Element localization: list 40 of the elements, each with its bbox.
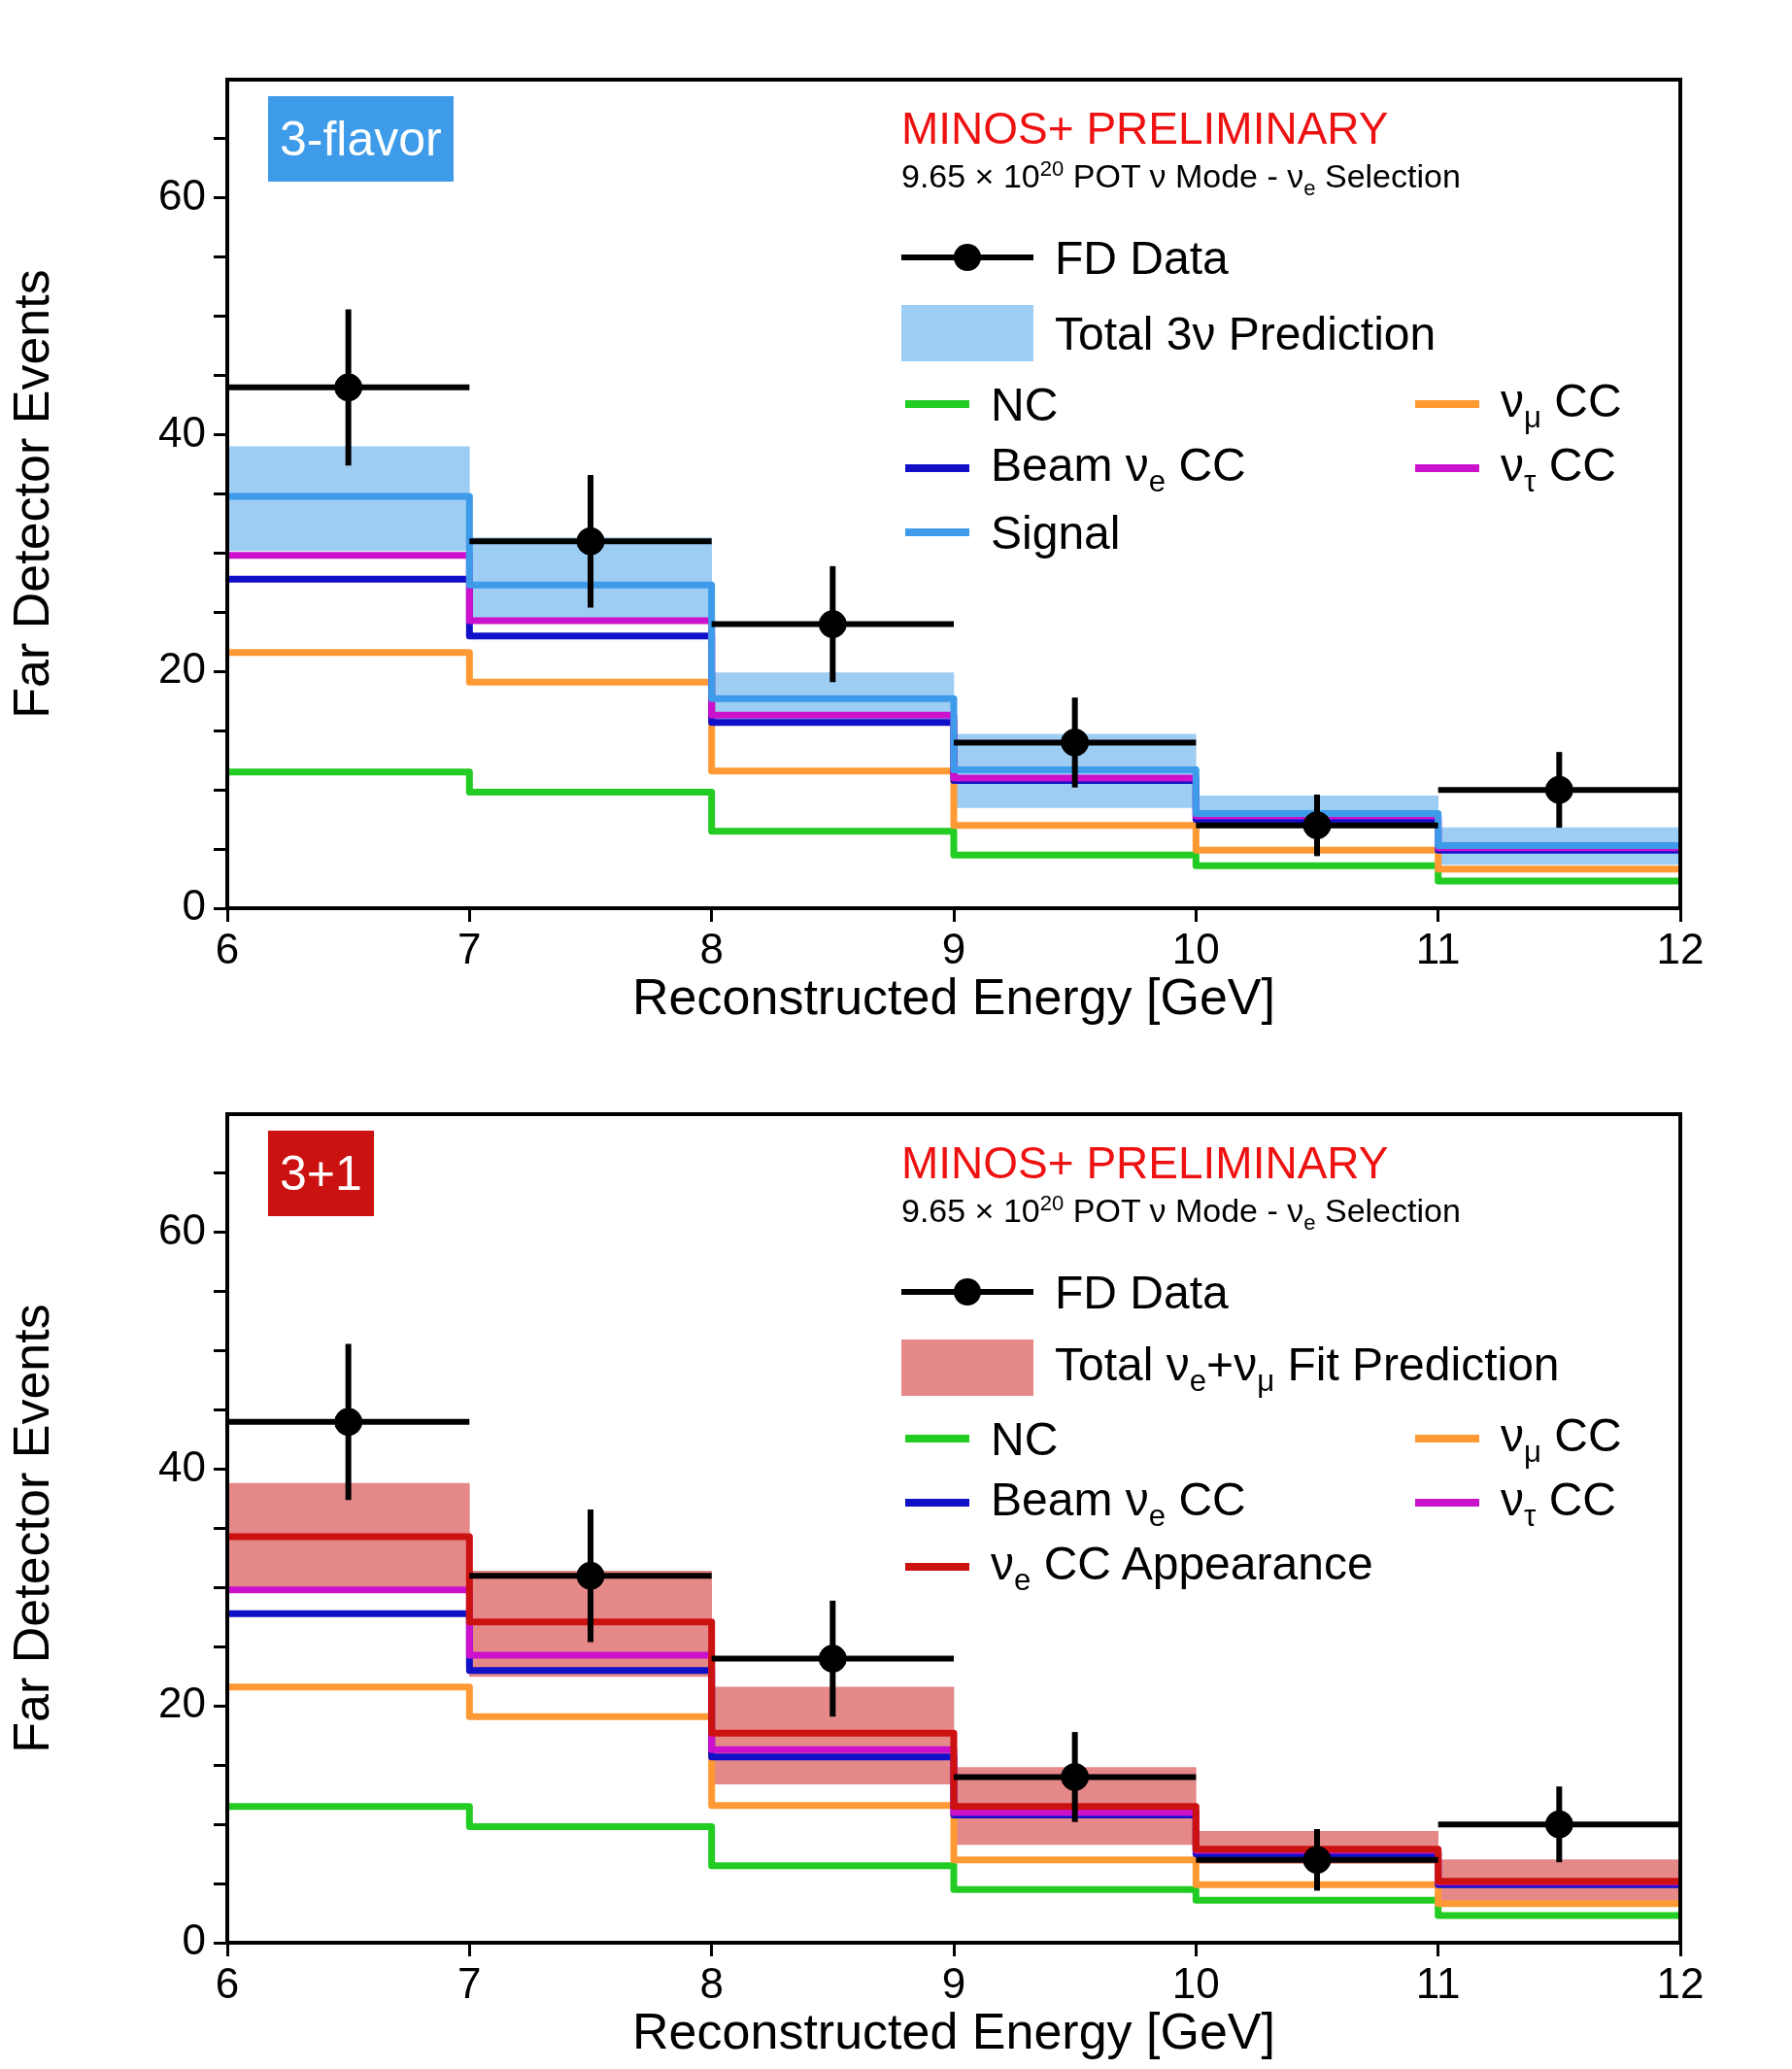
x-tick-label: 7 bbox=[457, 1958, 482, 2007]
legend-label: ν$_{τ}$ CC bbox=[1501, 437, 1616, 499]
x-tick-label: 11 bbox=[1415, 1958, 1461, 2007]
annotation: 9.65 × 10$^{20}$ POT ν Mode - ν$_{e}$ Selection bbox=[901, 156, 1462, 203]
bar bbox=[227, 446, 470, 552]
y-tick-label: 0 bbox=[182, 881, 206, 930]
y-tick-label: 40 bbox=[158, 407, 206, 456]
y-tick-label: 0 bbox=[182, 1916, 206, 1964]
legend-label: Beam ν$_{e}$ CC bbox=[991, 1472, 1246, 1534]
x-tick-label: 6 bbox=[215, 1958, 240, 2007]
y-tick-label: 20 bbox=[158, 1679, 206, 1727]
legend-label: NC bbox=[991, 377, 1059, 431]
text: 3-flavor bbox=[268, 96, 454, 182]
y-tick-label: 40 bbox=[158, 1442, 206, 1490]
legend-label: ν$_{μ}$ CC bbox=[1501, 373, 1622, 435]
y-axis-title: Far Detector Events bbox=[2, 269, 59, 719]
x-tick-label: 12 bbox=[1656, 924, 1705, 972]
legend-label: ν$_{μ}$ CC bbox=[1501, 1408, 1622, 1470]
legend-label: NC bbox=[991, 1411, 1059, 1466]
text: 3+1 bbox=[268, 1131, 374, 1216]
annotation: MINOS+ PRELIMINARY bbox=[901, 1136, 1390, 1190]
x-tick-label: 11 bbox=[1415, 924, 1461, 972]
x-tick-label: 7 bbox=[457, 924, 482, 972]
y-axis-title: Far Detector Events bbox=[2, 1304, 59, 1753]
bar bbox=[227, 1482, 470, 1588]
legend-label: FD Data bbox=[1055, 1265, 1229, 1319]
legend-label: Beam ν$_{e}$ CC bbox=[991, 437, 1246, 499]
y-tick-label: 20 bbox=[158, 644, 206, 693]
y-tick-label: 60 bbox=[158, 1205, 206, 1253]
legend-label: Signal bbox=[991, 505, 1121, 560]
annotation: 9.65 × 10$^{20}$ POT ν Mode - ν$_{e}$ Selection bbox=[901, 1191, 1462, 1238]
y-tick-label: 60 bbox=[158, 171, 206, 219]
legend-label: ν$_{τ}$ CC bbox=[1501, 1472, 1616, 1534]
legend-label: FD Data bbox=[1055, 230, 1229, 285]
x-tick-label: 6 bbox=[215, 924, 240, 972]
legend-label: Total ν$_{e}$+ν$_{μ}$ Fit Prediction bbox=[1055, 1337, 1560, 1399]
x-tick-label: 12 bbox=[1656, 1958, 1705, 2007]
legend-label: Total 3ν Prediction bbox=[1055, 306, 1437, 360]
annotation: MINOS+ PRELIMINARY bbox=[901, 102, 1390, 155]
legend-label: ν$_{e}$ CC Appearance bbox=[991, 1536, 1373, 1598]
